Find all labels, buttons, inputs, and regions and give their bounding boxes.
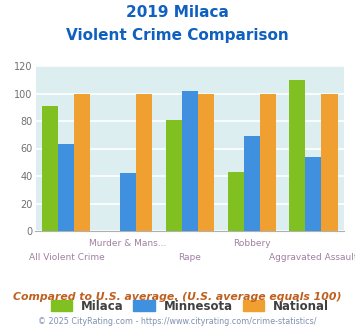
Bar (198, 93, 214, 231)
Bar (58, 145, 75, 231)
Text: Rape: Rape (179, 253, 201, 262)
Text: © 2025 CityRating.com - https://www.cityrating.com/crime-statistics/: © 2025 CityRating.com - https://www.city… (38, 317, 317, 326)
Bar (136, 93, 152, 231)
Bar (42, 106, 58, 231)
Text: Robbery: Robbery (233, 239, 271, 248)
Text: 2019 Milaca: 2019 Milaca (126, 5, 229, 20)
Bar (120, 173, 136, 231)
Legend: Milaca, Minnesota, National: Milaca, Minnesota, National (50, 300, 329, 313)
Bar (228, 172, 244, 231)
Bar (322, 93, 338, 231)
Bar (260, 93, 276, 231)
Text: All Violent Crime: All Violent Crime (28, 253, 104, 262)
Text: Violent Crime Comparison: Violent Crime Comparison (66, 28, 289, 43)
Text: Murder & Mans...: Murder & Mans... (89, 239, 167, 248)
Bar (289, 80, 305, 231)
Bar (75, 93, 91, 231)
Text: Compared to U.S. average. (U.S. average equals 100): Compared to U.S. average. (U.S. average … (13, 292, 342, 302)
Bar (305, 157, 322, 231)
Bar (166, 120, 182, 231)
Text: Aggravated Assault: Aggravated Assault (269, 253, 355, 262)
Bar (182, 91, 198, 231)
Bar (244, 136, 260, 231)
